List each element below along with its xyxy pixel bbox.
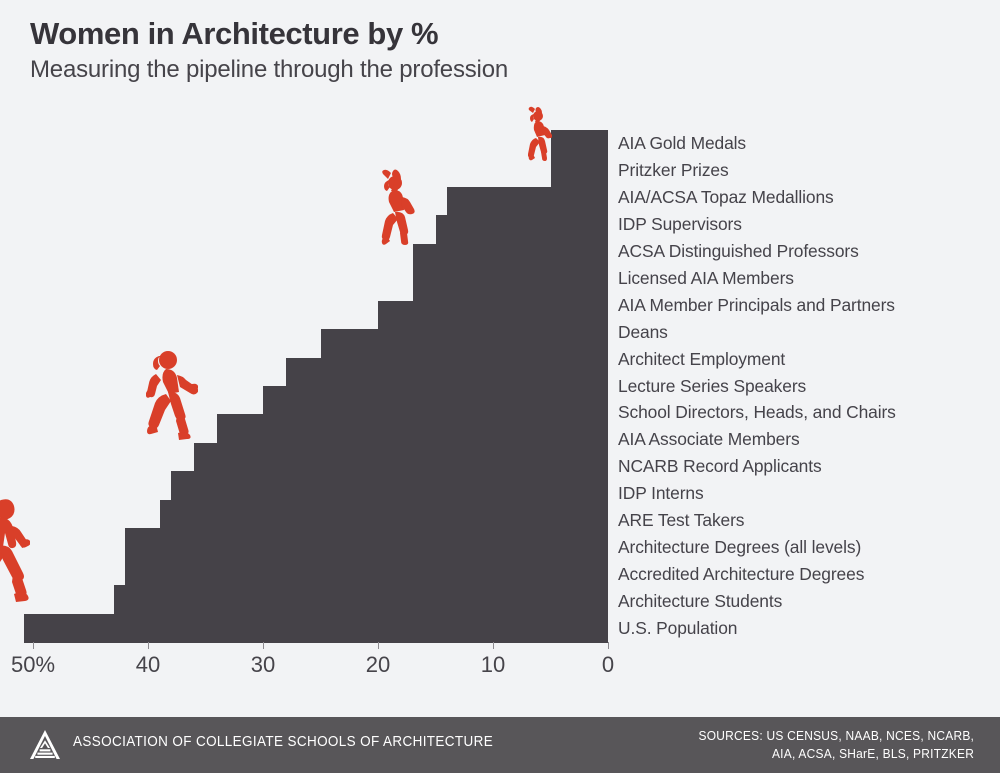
axis-tick-label: 30 [250,652,276,677]
axis-tick [493,642,494,649]
sources-line-1: SOURCES: US CENSUS, NAAB, NCES, NCARB, [698,729,974,743]
axis-tick [608,642,609,649]
category-label: Licensed AIA Members [618,267,794,288]
bar [550,130,608,160]
category-label: Pritzker Prizes [618,159,729,180]
category-label: Accredited Architecture Degrees [618,564,865,585]
acsa-triangle-logo-icon [28,728,62,762]
staircase-chart [0,107,608,643]
bar [113,585,608,615]
page-title: Women in Architecture by % [30,16,439,51]
bar [286,357,608,387]
category-label: ACSA Distinguished Professors [618,240,859,261]
axis-tick-label: 50% [10,652,56,677]
bar [171,471,608,501]
sources-line-2: AIA, ACSA, SHarE, BLS, PRITZKER [771,747,974,762]
bar [378,300,608,330]
footer-bar: ASSOCIATION OF COLLEGIATE SCHOOLS OF ARC… [0,717,1000,773]
category-label: ARE Test Takers [618,510,745,531]
x-axis: 50% 40 30 20 10 0 [11,642,614,677]
category-label: Deans [618,321,668,342]
category-label: Architect Employment [618,348,786,369]
bar [194,442,608,472]
bar [412,243,608,273]
category-label: AIA Associate Members [618,429,800,450]
bar-series [23,130,608,643]
bar [125,556,608,586]
bar [435,215,608,245]
axis-tick-label: 20 [365,652,391,677]
sources-credit: SOURCES: US CENSUS, NAAB, NCES, NCARB, A… [698,727,974,764]
axis-tick [148,642,149,649]
category-label: School Directors, Heads, and Chairs [618,402,896,423]
category-label: AIA/ACSA Topaz Medallions [618,186,834,207]
axis-tick-label: 40 [135,652,161,677]
bar [23,613,608,643]
page-subtitle: Measuring the pipeline through the profe… [30,55,508,83]
category-label: Architecture Students [618,591,783,612]
header: Women in Architecture by % Measuring the… [30,16,508,83]
category-label: U.S. Population [618,618,738,639]
axis-tick [378,642,379,649]
category-label-list: AIA Gold Medals Pritzker Prizes AIA/ACSA T… [618,130,1000,642]
bar [412,272,608,302]
category-label: NCARB Record Applicants [618,456,822,477]
axis-tick [33,642,34,649]
axis-tick [263,642,264,649]
bar [447,186,608,216]
axis-tick-label: 0 [601,652,615,677]
bar [125,528,608,558]
bar [263,386,608,416]
category-label: IDP Interns [618,483,704,504]
category-label: AIA Member Principals and Partners [618,294,895,315]
running-woman-icon [0,496,30,616]
category-label: Architecture Degrees (all levels) [618,537,862,558]
category-label: AIA Gold Medals [618,132,747,153]
category-label: Lecture Series Speakers [618,375,807,396]
category-label: IDP Supervisors [618,213,742,234]
bar [159,499,608,529]
bar [550,158,608,188]
bar [217,414,608,444]
axis-tick-label: 10 [480,652,506,677]
bar [320,329,608,359]
organization-name: ASSOCIATION OF COLLEGIATE SCHOOLS OF ARC… [73,734,494,750]
